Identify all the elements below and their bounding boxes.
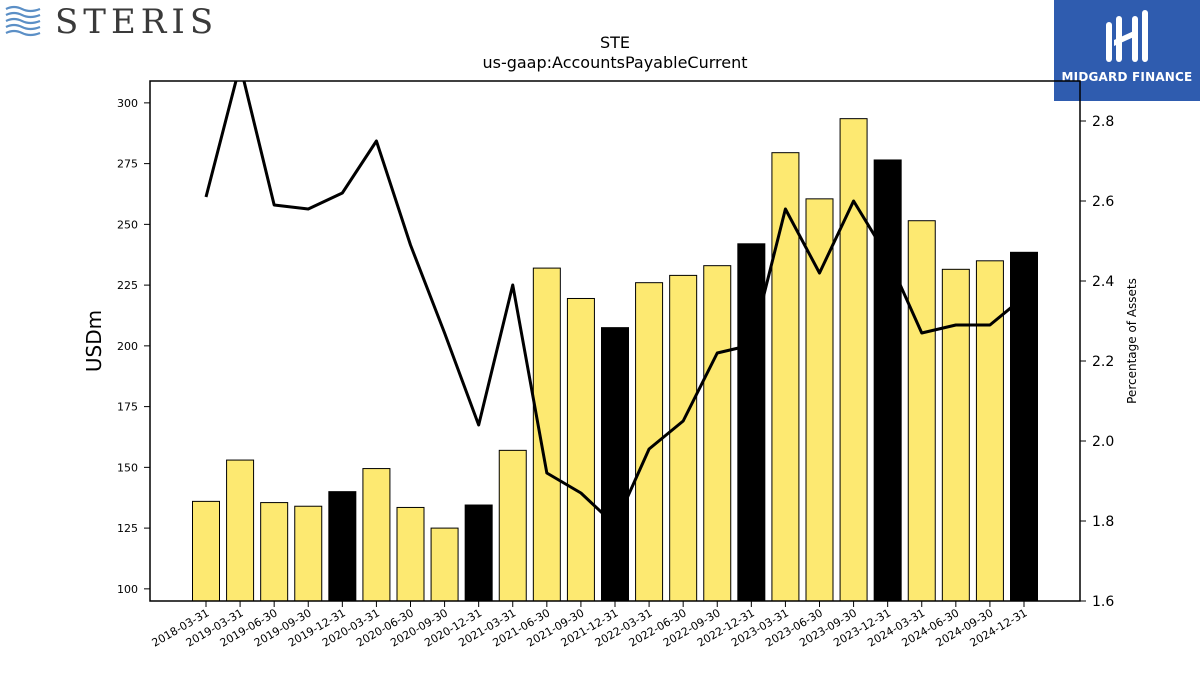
midgard-finance-wordmark: MIDGARD FINANCE: [1061, 70, 1193, 84]
bar-2023-12-31: [873, 159, 902, 602]
right-tick-label: 2.6: [1092, 194, 1114, 210]
bar-2024-09-30: [975, 260, 1004, 602]
chart-subtitle: us-gaap:AccountsPayableCurrent: [482, 53, 747, 72]
bar-2019-09-30: [294, 505, 323, 602]
right-tick-label: 2.8: [1092, 114, 1114, 130]
bar-2020-12-31: [464, 504, 493, 602]
bar-2020-03-31: [362, 468, 391, 602]
right-tick-label: 2.2: [1092, 354, 1114, 370]
left-tick-label: 225: [117, 279, 138, 292]
chart-title: STE: [600, 33, 630, 52]
right-tick-label: 1.8: [1092, 514, 1114, 530]
steris-waves-icon: [5, 5, 41, 37]
midgard-finance-logo: MIDGARD FINANCE: [1054, 0, 1200, 101]
left-tick-label: 100: [117, 583, 138, 596]
bar-2023-06-30: [805, 198, 834, 602]
bar-2024-03-31: [907, 220, 936, 602]
bar-2019-06-30: [260, 502, 289, 602]
left-tick-label: 200: [117, 340, 138, 353]
bar-2021-09-30: [566, 297, 595, 602]
bar-2020-06-30: [396, 506, 425, 602]
right-tick-label: 2.0: [1092, 434, 1114, 450]
line-series: [204, 81, 1025, 527]
bar-2019-03-31: [226, 459, 255, 602]
left-tick-label: 175: [117, 401, 138, 414]
left-tick-label: 250: [117, 218, 138, 231]
bar-2022-12-31: [737, 243, 766, 602]
midgard-emblem-icon: [1106, 10, 1148, 62]
bar-2023-09-30: [839, 118, 868, 602]
bar-2021-06-30: [532, 267, 561, 602]
left-tick-label: 275: [117, 158, 138, 171]
steris-logo: STERIS: [0, 0, 260, 50]
percentage-of-assets-line: [204, 81, 1025, 527]
right-y-axis-label: Percentage of Assets: [1125, 278, 1139, 404]
x-axis: 2018-03-312019-03-312019-06-302019-09-30…: [150, 601, 1030, 650]
right-tick-label: 2.4: [1092, 274, 1114, 290]
bar-2022-09-30: [703, 265, 732, 602]
bar-2021-12-31: [601, 327, 629, 602]
bar-2024-06-30: [941, 268, 970, 602]
right-y-axis: 1.6 1.8 2.0 2.2 2.4 2.6 2.8: [1080, 114, 1114, 610]
bar-2019-12-31: [328, 491, 357, 602]
bar-2023-03-31: [771, 152, 800, 602]
bar-2018-03-31: [192, 500, 220, 602]
left-tick-label: 300: [117, 97, 138, 110]
left-tick-label: 150: [117, 461, 138, 474]
steris-wordmark: STERIS: [55, 2, 219, 42]
bar-series: [192, 118, 1038, 602]
left-y-axis: 100 125 150 175 200 225 250 275 300: [117, 97, 150, 596]
left-tick-label: 125: [117, 522, 138, 535]
right-tick-label: 1.6: [1092, 594, 1114, 610]
bar-2022-06-30: [669, 274, 698, 602]
bar-2021-03-31: [498, 449, 527, 602]
bar-2020-09-30: [430, 527, 459, 602]
y-axis-label: USDm: [82, 310, 106, 372]
